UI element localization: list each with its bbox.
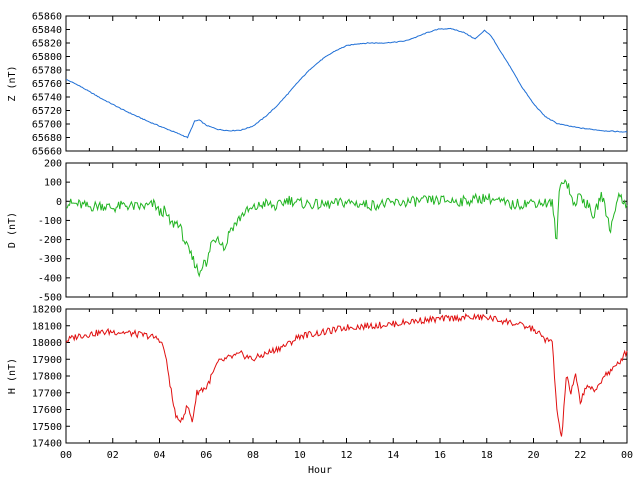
z-plot-frame — [65, 15, 628, 152]
x-tick-label: 14 — [387, 450, 399, 461]
x-tick-label: 00 — [621, 450, 633, 461]
d-y-tick-label: 0 — [56, 197, 62, 208]
x-tick-label: 00 — [60, 450, 72, 461]
z-y-tick-label: 65720 — [32, 106, 62, 117]
h-y-tick-label: 17700 — [32, 388, 62, 399]
h-y-tick-label: 18200 — [32, 305, 62, 316]
x-tick-label: 04 — [153, 450, 165, 461]
z-y-tick-label: 65860 — [32, 12, 62, 23]
h-component-panel: 1740017500176001770017800179001800018100… — [7, 305, 633, 462]
h-y-tick-label: 18100 — [32, 321, 62, 332]
x-tick-label: 20 — [527, 450, 539, 461]
z-y-tick-label: 65700 — [32, 120, 62, 131]
z-y-tick-label: 65820 — [32, 39, 62, 50]
x-tick-label: 10 — [294, 450, 306, 461]
z-y-tick-label: 65780 — [32, 66, 62, 77]
d-y-axis-title: D (nT) — [7, 212, 18, 248]
h-y-tick-label: 17400 — [32, 439, 62, 450]
d-component-panel: -500 -400 -300 -200 -100 0 100 200 D (nT) — [7, 159, 628, 304]
x-tick-label: 06 — [200, 450, 212, 461]
z-y-axis-title: Z (nT) — [7, 65, 18, 101]
h-y-tick-label: 17500 — [32, 422, 62, 433]
d-y-tick-label: -100 — [38, 216, 62, 227]
x-tick-label: 12 — [340, 450, 352, 461]
x-tick-label: 18 — [481, 450, 493, 461]
x-tick-label: 02 — [107, 450, 119, 461]
d-series-line — [65, 178, 628, 278]
x-tick-label: 16 — [434, 450, 446, 461]
h-y-tick-label: 17600 — [32, 405, 62, 416]
z-y-tick-label: 65680 — [32, 133, 62, 144]
z-y-tick-label: 65800 — [32, 52, 62, 63]
d-y-tick-label: 200 — [44, 159, 62, 170]
z-y-tick-label: 65840 — [32, 25, 62, 36]
z-y-tick-label: 65740 — [32, 93, 62, 104]
x-tick-label: 22 — [574, 450, 586, 461]
d-y-tick-label: -300 — [38, 254, 62, 265]
h-y-tick-label: 17900 — [32, 355, 62, 366]
x-axis-title: Hour — [308, 465, 332, 476]
d-y-tick-label: -500 — [38, 293, 62, 304]
d-y-tick-label: -400 — [38, 273, 62, 284]
h-y-tick-label: 18000 — [32, 338, 62, 349]
d-y-tick-label: 100 — [44, 178, 62, 189]
d-y-tick-label: -200 — [38, 235, 62, 246]
h-y-tick-label: 17800 — [32, 372, 62, 383]
d-plot-frame — [65, 162, 628, 298]
z-y-tick-label: 65760 — [32, 79, 62, 90]
h-y-axis-title: H (nT) — [7, 358, 18, 394]
z-component-panel: 65660 65680 65700 65720 65740 65760 65780 65800… — [7, 12, 628, 158]
z-y-tick-label: 65660 — [32, 147, 62, 158]
x-tick-label: 08 — [247, 450, 259, 461]
h-series-line — [65, 312, 628, 437]
z-series-line — [65, 27, 628, 139]
